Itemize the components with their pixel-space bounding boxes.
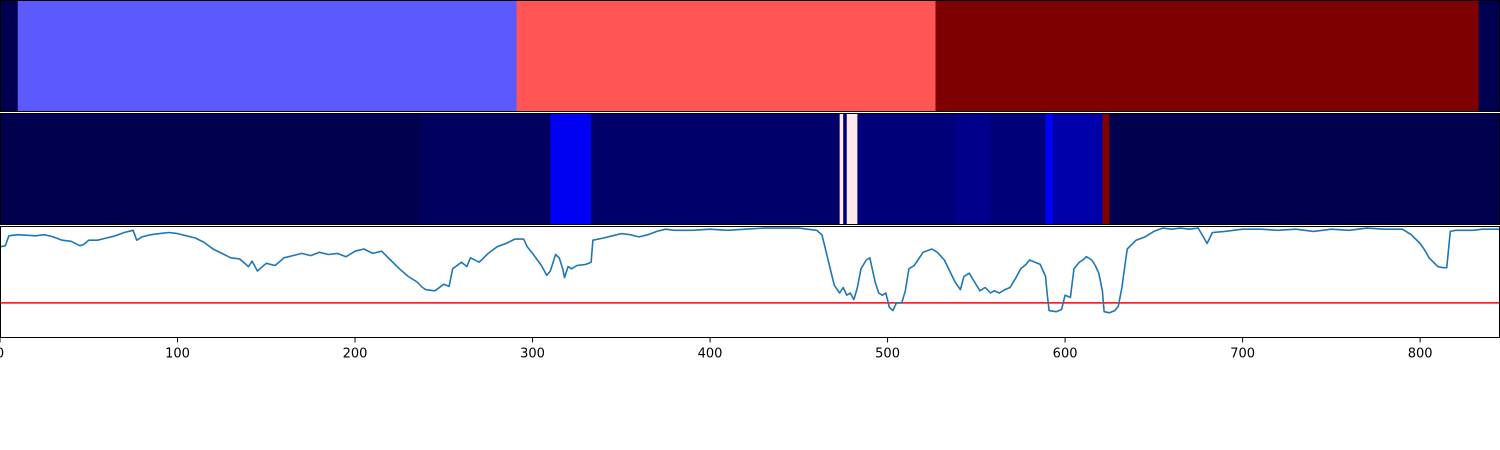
middle-segment-3 — [591, 114, 841, 224]
middle-segment-5 — [843, 114, 848, 224]
x-tick-label: 0 — [0, 347, 4, 362]
middle-segment-2 — [550, 114, 592, 224]
top-segment-4 — [1478, 1, 1500, 111]
middle-segment-6 — [846, 114, 858, 224]
top-segment-3 — [935, 1, 1480, 111]
middle-segment-10 — [1045, 114, 1054, 224]
segment-bar-top — [0, 1, 1500, 111]
middle-segment-12 — [1102, 114, 1110, 224]
middle-segment-9 — [990, 114, 1047, 224]
x-tick-label: 700 — [1230, 347, 1255, 362]
signal-line-0 — [0, 227, 1500, 314]
middle-segment-4 — [839, 114, 844, 224]
x-tick-label: 800 — [1408, 347, 1433, 362]
x-tick-label: 200 — [343, 347, 368, 362]
top-segment-1 — [17, 1, 518, 111]
x-axis: 0 100 200 300 400 500 600 700 800 — [0, 337, 1433, 362]
segment-bar-middle — [0, 114, 1500, 224]
middle-segment-7 — [857, 114, 956, 224]
middle-segment-13 — [1109, 114, 1500, 224]
top-segment-2 — [516, 1, 937, 111]
middle-segment-11 — [1052, 114, 1103, 224]
middle-segment-8 — [955, 114, 992, 224]
x-tick-label: 400 — [698, 347, 723, 362]
line-panel — [0, 227, 1500, 314]
x-tick-label: 100 — [165, 347, 190, 362]
x-tick-label: 500 — [875, 347, 900, 362]
x-tick-label: 300 — [520, 347, 545, 362]
middle-segment-0 — [0, 114, 422, 224]
x-tick-label: 600 — [1053, 347, 1078, 362]
line-panel-frame — [0, 226, 1500, 338]
top-segment-0 — [0, 1, 19, 111]
middle-segment-1 — [420, 114, 551, 224]
